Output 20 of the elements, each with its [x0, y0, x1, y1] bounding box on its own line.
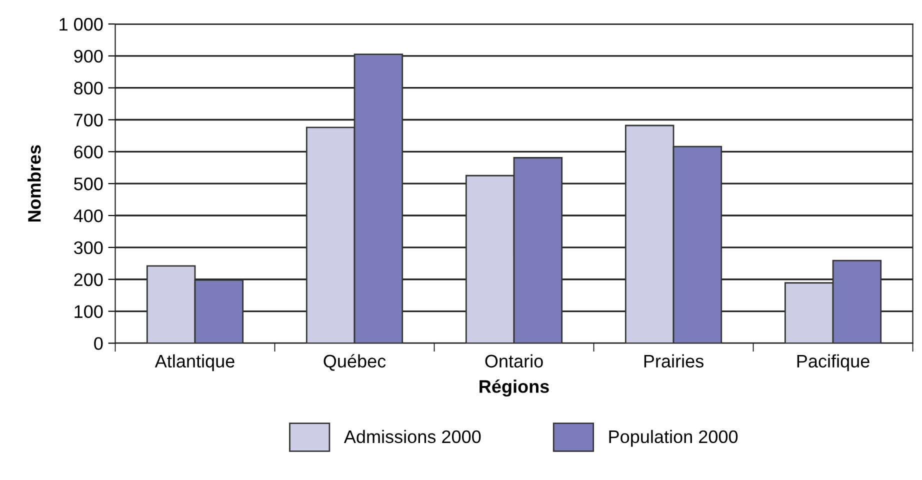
y-tick-label: 700 — [74, 114, 103, 126]
legend-label: Admissions 2000 — [344, 430, 481, 444]
y-tick-label: 800 — [74, 82, 103, 95]
y-tick-label: 400 — [74, 209, 103, 222]
y-tick-label: 200 — [74, 273, 103, 286]
x-axis-title: Régions — [480, 379, 549, 397]
y-tick-label: 300 — [74, 241, 103, 254]
x-tick-label: Ontario — [485, 354, 543, 368]
y-axis-title: Nombres — [28, 145, 41, 222]
x-tick-label: Pacifique — [797, 354, 870, 372]
y-tick-label: 0 — [94, 337, 103, 350]
y-tick-label: 900 — [74, 50, 103, 63]
y-tick-label: 1 000 — [60, 18, 103, 31]
y-tick-label: 500 — [74, 178, 103, 190]
y-tick-label: 100 — [74, 305, 103, 318]
x-tick-label: Atlantique — [154, 354, 234, 372]
legend-label: Population 2000 — [609, 430, 738, 447]
x-tick-label: Québec — [324, 354, 386, 371]
x-tick-label: Prairies — [644, 354, 704, 368]
y-tick-label: 600 — [74, 146, 103, 158]
